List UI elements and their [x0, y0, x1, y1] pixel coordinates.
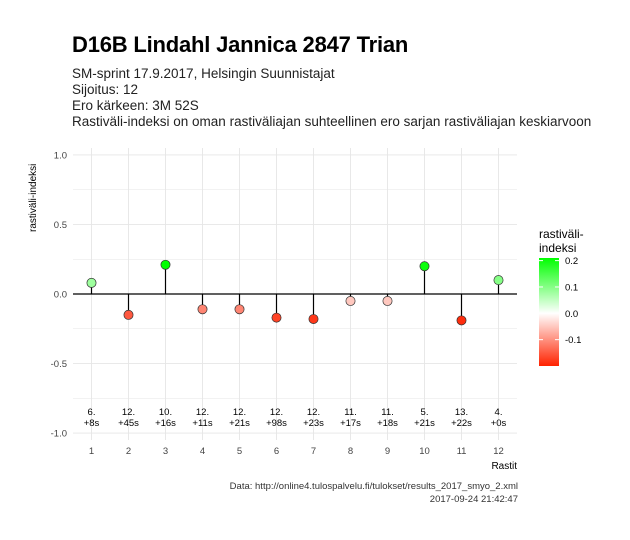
- time-diff-label: +21s: [414, 418, 435, 429]
- data-point: [382, 296, 393, 306]
- data-point: [493, 275, 504, 286]
- time-diff-label: +21s: [229, 418, 250, 429]
- rank-label: 12.: [307, 407, 320, 418]
- legend-tick-label: -0.1: [565, 335, 581, 346]
- x-tick-label: 1: [89, 446, 94, 457]
- x-tick-label: 6: [274, 446, 279, 457]
- x-tick-label: 3: [163, 446, 168, 457]
- rank-label: 10.: [159, 407, 172, 418]
- legend-tick-label: 0.0: [565, 309, 578, 320]
- rank-label: 4.: [495, 407, 503, 418]
- data-point: [86, 277, 97, 288]
- data-point: [419, 261, 430, 272]
- rank-label: 12.: [196, 407, 209, 418]
- x-tick-label: 12: [493, 446, 504, 457]
- y-tick-label: -1.0: [51, 429, 67, 440]
- legend-colorbar: [539, 258, 559, 366]
- rank-label: 12.: [270, 407, 283, 418]
- x-tick-label: 5: [237, 446, 242, 457]
- data-point: [345, 296, 356, 306]
- rank-label: 13.: [455, 407, 468, 418]
- timestamp: 2017-09-24 21:42:47: [429, 494, 518, 505]
- subtitle-line-4: Rastiväli-indeksi on oman rastiväliajan …: [72, 114, 592, 129]
- time-diff-label: +18s: [377, 418, 398, 429]
- rank-label: 11.: [381, 407, 394, 418]
- y-tick-label: -0.5: [51, 359, 67, 370]
- rank-label: 12.: [233, 407, 246, 418]
- subtitle-line-3: Ero kärkeen: 3M 52S: [72, 98, 199, 113]
- data-point: [456, 315, 467, 326]
- x-tick-label: 2: [126, 446, 131, 457]
- data-point: [160, 259, 171, 270]
- chart-title: D16B Lindahl Jannica 2847 Trian: [72, 32, 409, 57]
- legend-title-line-1: rastiväli-: [539, 227, 584, 241]
- data-point: [234, 304, 245, 315]
- x-tick-label: 9: [385, 446, 390, 457]
- x-tick-label: 4: [200, 446, 205, 457]
- time-diff-label: +11s: [192, 418, 212, 429]
- data-source: Data: http://online4.tulospalvelu.fi/tul…: [229, 481, 518, 492]
- rank-label: 11.: [344, 407, 357, 418]
- data-point: [271, 312, 282, 323]
- x-tick-label: 7: [311, 446, 316, 457]
- data-point: [308, 314, 319, 324]
- subtitle-line-1: SM-sprint 17.9.2017, Helsingin Suunnista…: [72, 66, 335, 81]
- data-point: [123, 309, 134, 320]
- y-tick-label: 0.5: [54, 220, 67, 231]
- time-diff-label: +23s: [303, 418, 324, 429]
- x-tick-label: 10: [419, 446, 430, 457]
- time-diff-label: +17s: [340, 418, 361, 429]
- time-diff-label: +98s: [266, 418, 287, 429]
- time-diff-label: +0s: [491, 418, 507, 429]
- x-axis-label: Rastit: [491, 461, 517, 472]
- time-diff-label: +8s: [84, 418, 100, 429]
- data-point: [197, 304, 208, 315]
- x-tick-label: 8: [348, 446, 353, 457]
- x-tick-label: 11: [457, 446, 467, 457]
- y-tick-label: 1.0: [54, 150, 67, 161]
- rank-label: 12.: [122, 407, 135, 418]
- subtitle-line-2: Sijoitus: 12: [72, 82, 139, 97]
- legend-title-line-2: indeksi: [539, 241, 576, 255]
- rank-label: 6.: [88, 407, 96, 418]
- time-diff-label: +45s: [118, 418, 139, 429]
- legend-tick-label: 0.2: [565, 256, 578, 267]
- time-diff-label: +22s: [451, 418, 472, 429]
- time-diff-label: +16s: [155, 418, 176, 429]
- legend-tick-label: 0.1: [565, 282, 578, 293]
- y-tick-label: 0.0: [54, 290, 67, 301]
- rank-label: 5.: [421, 407, 429, 418]
